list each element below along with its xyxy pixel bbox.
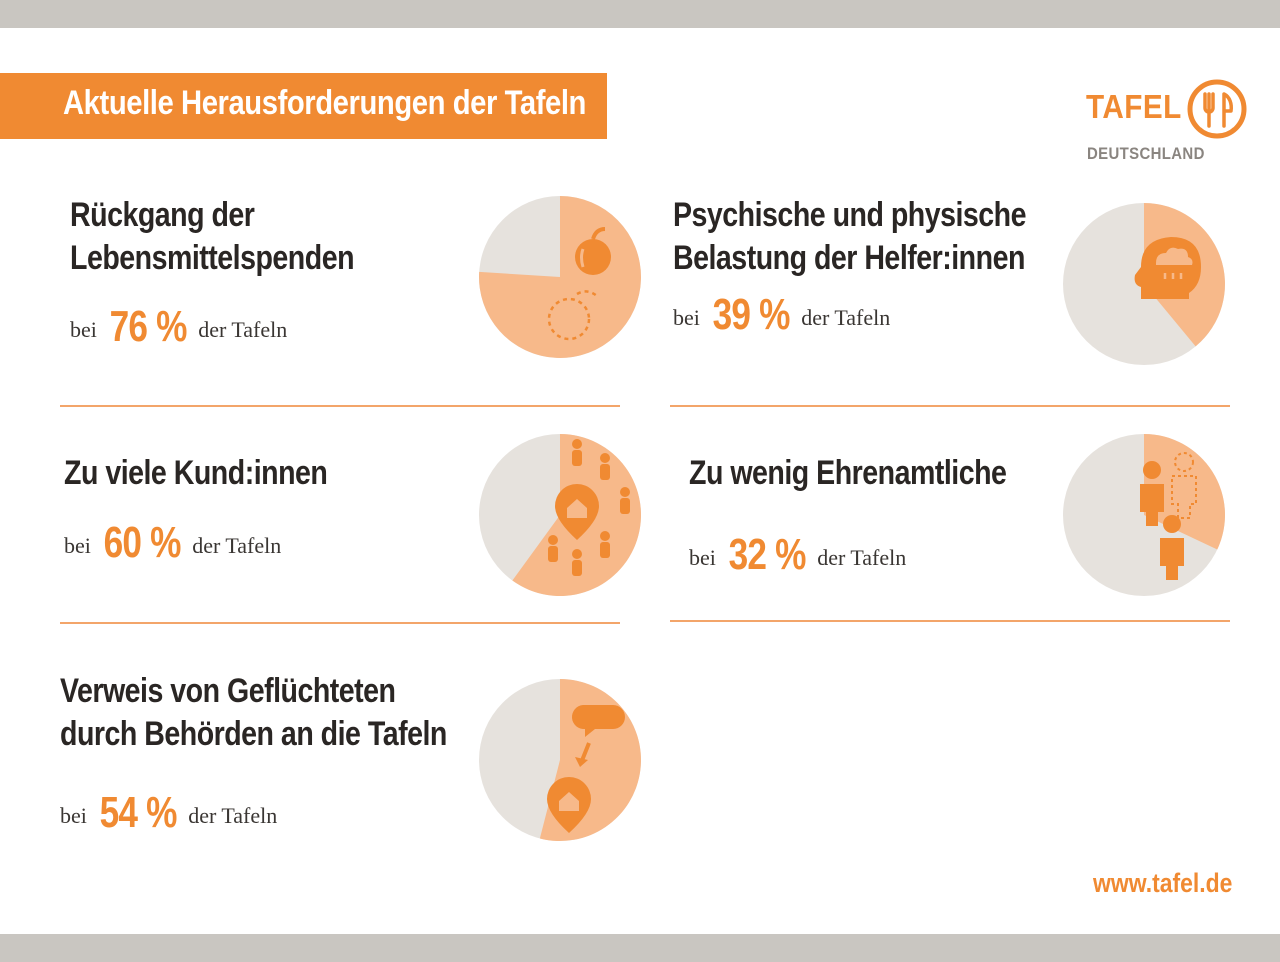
item-3-stat: bei 60 % der Tafeln	[64, 518, 281, 568]
bottom-frame-bar	[0, 934, 1280, 962]
item-1-value-label: 76 %	[110, 302, 188, 351]
speech-home-icon	[547, 705, 625, 833]
item-5-heading: Verweis von Geflüchteten durch Behörden …	[60, 672, 447, 753]
item-2-prefix: bei	[673, 305, 700, 330]
volunteers-icon	[1140, 452, 1197, 580]
divider	[670, 405, 1230, 407]
item-4-heading: Zu wenig Ehrenamtliche	[689, 454, 1007, 492]
item-5-value-label: 54 %	[100, 788, 178, 837]
people-home-icon	[548, 439, 630, 576]
item-1-pie	[478, 196, 641, 358]
title-banner	[0, 73, 607, 139]
item-3-prefix: bei	[64, 533, 91, 558]
item-4-value-label: 32 %	[729, 530, 807, 579]
item-1-suffix: der Tafeln	[198, 317, 288, 342]
apple-icon	[547, 227, 611, 341]
item-3-suffix: der Tafeln	[192, 533, 282, 558]
item-4-suffix: der Tafeln	[817, 545, 907, 570]
divider	[60, 622, 620, 624]
item-5-stat: bei 54 % der Tafeln	[60, 788, 277, 838]
item-5-prefix: bei	[60, 803, 87, 828]
item-2-pie	[1063, 203, 1225, 365]
item-1-heading: Rückgang der Lebensmittelspenden	[70, 196, 355, 277]
item-2-value-label: 39 %	[713, 290, 791, 339]
item-5-pie	[479, 679, 641, 841]
item-3-pie	[479, 434, 642, 596]
divider	[60, 405, 620, 407]
item-2-stat: bei 39 % der Tafeln	[673, 290, 890, 340]
divider	[670, 620, 1230, 622]
item-5-suffix: der Tafeln	[188, 803, 278, 828]
item-4-pie	[1063, 434, 1225, 596]
logo-wordmark: TAFEL	[1086, 88, 1182, 125]
item-1-pie-slice	[478, 196, 641, 358]
page-title: Aktuelle Herausforderungen der Tafeln	[63, 84, 586, 122]
item-1-prefix: bei	[70, 317, 97, 342]
item-3-value-label: 60 %	[104, 518, 182, 567]
website-link[interactable]: www.tafel.de	[1093, 868, 1233, 898]
logo-subtitle: DEUTSCHLAND	[1087, 144, 1205, 163]
item-2-heading: Psychische und physische Belastung der H…	[673, 196, 1026, 277]
item-4-stat: bei 32 % der Tafeln	[689, 530, 906, 580]
cutlery-logo-icon	[1187, 79, 1247, 139]
item-3-heading: Zu viele Kund:innen	[64, 454, 328, 492]
head-cloud-icon	[1134, 237, 1201, 299]
item-2-suffix: der Tafeln	[801, 305, 891, 330]
top-frame-bar	[0, 0, 1280, 28]
item-1-stat: bei 76 % der Tafeln	[70, 302, 287, 352]
item-4-prefix: bei	[689, 545, 716, 570]
